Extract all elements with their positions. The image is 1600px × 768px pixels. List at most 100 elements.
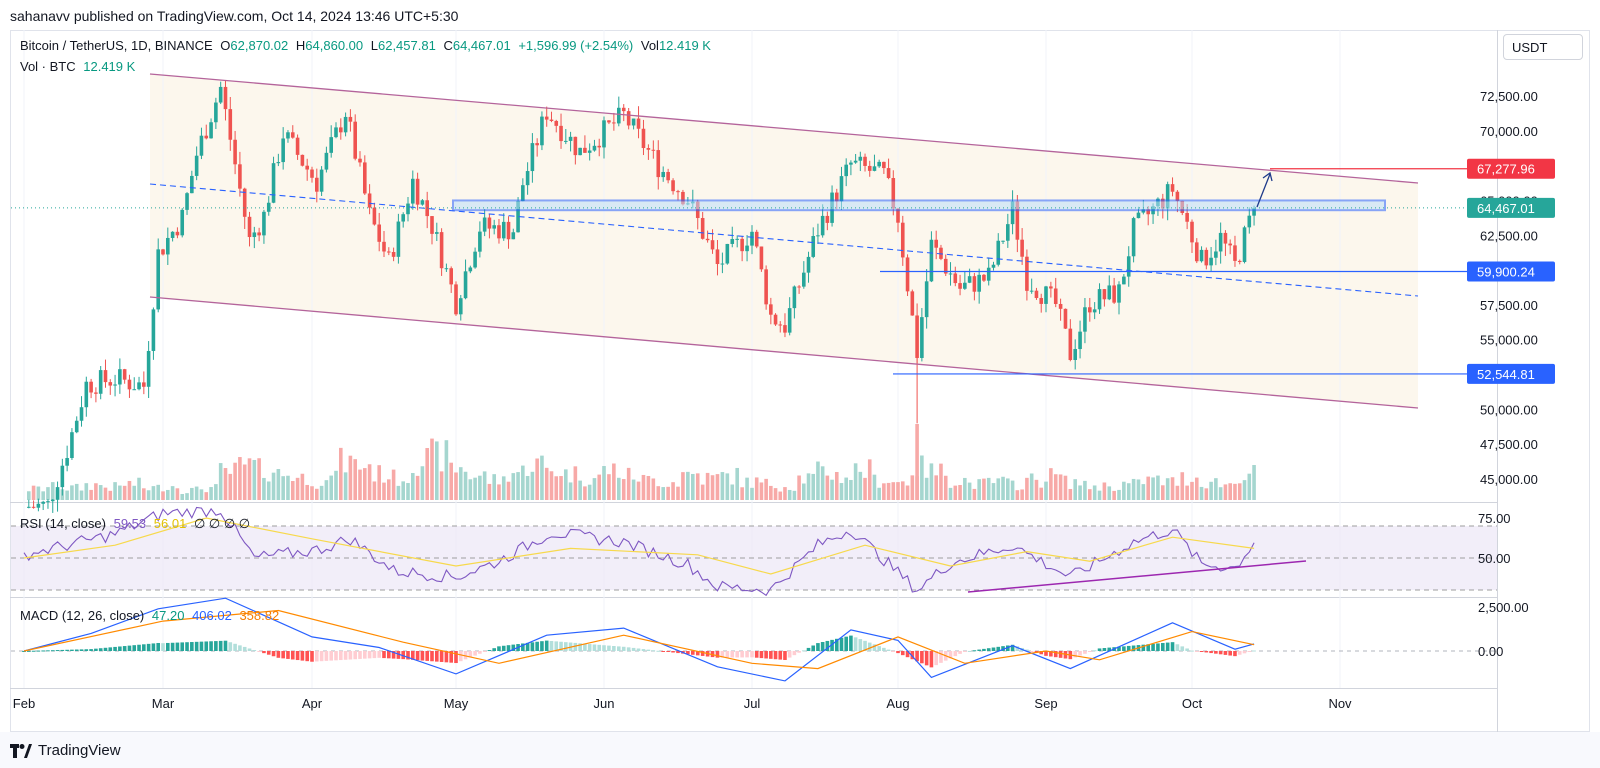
- macd-histogram-bar: [238, 645, 242, 651]
- volume-bar: [778, 491, 783, 500]
- macd-histogram-bar: [521, 643, 525, 651]
- volume-bar: [720, 472, 725, 500]
- time-tick-label: Sep: [1034, 696, 1057, 711]
- volume-bar: [199, 489, 204, 500]
- macd-histogram-bar: [65, 649, 69, 651]
- candle-body: [1242, 227, 1247, 263]
- candle-body: [1053, 288, 1058, 304]
- macd-histogram-bar: [118, 646, 122, 651]
- macd-histogram-bar: [544, 640, 549, 651]
- macd-histogram-bar: [127, 645, 132, 651]
- macd-histogram-bar: [367, 651, 372, 659]
- candle-body: [60, 465, 65, 488]
- macd-histogram-bar: [834, 638, 839, 651]
- candle-body: [41, 501, 45, 504]
- macd-signal-line: [23, 609, 1255, 670]
- candle-body: [1214, 251, 1218, 258]
- currency-selector[interactable]: USDT: [1503, 34, 1583, 60]
- macd-histogram-bar: [891, 651, 896, 652]
- volume-bar: [137, 477, 141, 500]
- macd-histogram-bar: [382, 651, 386, 659]
- macd-histogram-bar: [607, 645, 611, 651]
- macd-histogram-bar: [26, 650, 31, 652]
- rsi-label[interactable]: RSI (14, close): [20, 516, 106, 531]
- candle-body: [867, 165, 872, 171]
- candle-body: [617, 107, 621, 124]
- candle-body: [1252, 207, 1256, 216]
- candle-body: [710, 240, 715, 250]
- pane-divider-macd[interactable]: [10, 597, 1498, 598]
- macd-histogram-bar: [1146, 644, 1150, 651]
- rsi-value: 59.53: [113, 516, 147, 531]
- candle-body: [602, 120, 606, 148]
- volume-bar: [151, 486, 156, 500]
- main-legend[interactable]: Bitcoin / TetherUS, 1D, BINANCE O62,870.…: [20, 38, 715, 53]
- candle-body: [1097, 289, 1102, 310]
- volume-bar: [401, 481, 405, 500]
- macd-histogram-bar: [22, 651, 26, 652]
- candle-body: [792, 286, 797, 309]
- volume-bar: [834, 471, 839, 500]
- candle-body: [559, 125, 563, 142]
- volume-bar: [1039, 487, 1044, 500]
- macd-histogram-bar: [1199, 651, 1204, 652]
- macd-histogram-bar: [478, 651, 482, 654]
- macd-histogram-bar: [1209, 651, 1213, 654]
- macd-histogram-bar: [1097, 648, 1102, 651]
- candle-body: [1039, 298, 1044, 304]
- macd-histogram-bar: [343, 651, 348, 660]
- candle-body: [228, 109, 233, 140]
- macd-histogram-bar: [1247, 651, 1252, 652]
- macd-histogram-bar: [290, 651, 295, 660]
- macd-legend[interactable]: MACD (12, 26, close) 47.20 406.02 358.82: [20, 608, 283, 623]
- candle-body: [74, 420, 79, 433]
- volume-bar: [695, 473, 700, 500]
- volume-indicator-label[interactable]: Vol · BTC: [20, 59, 76, 74]
- macd-histogram-bar: [783, 651, 787, 660]
- price-tick-label: 45,000.00: [1480, 472, 1538, 487]
- candle-body: [1112, 285, 1116, 303]
- macd-histogram-bar: [1131, 645, 1136, 651]
- candle-body: [681, 191, 685, 205]
- volume-bar: [295, 477, 300, 500]
- volume-bar: [300, 473, 305, 500]
- volume-bar: [676, 486, 680, 500]
- price-badge-label: 64,467.01: [1477, 201, 1535, 216]
- candle-body: [185, 193, 189, 210]
- volume-bar: [247, 458, 252, 500]
- candle-body: [84, 381, 89, 408]
- macd-label[interactable]: MACD (12, 26, close): [20, 608, 145, 623]
- tradingview-logo[interactable]: TradingView: [10, 742, 121, 759]
- volume-legend[interactable]: Vol · BTC 12.419 K: [20, 59, 139, 74]
- rsi-legend[interactable]: RSI (14, close) 59.53 56.01 ∅ ∅ ∅ ∅: [20, 516, 254, 532]
- macd-histogram-bar: [473, 651, 477, 656]
- candle-body: [646, 148, 651, 150]
- macd-histogram-bar: [170, 642, 175, 651]
- volume-bar: [1209, 481, 1213, 500]
- pane-divider-rsi[interactable]: [10, 502, 1498, 503]
- macd-histogram-bar: [1190, 650, 1194, 652]
- volume-bar: [710, 475, 715, 500]
- candle-body: [286, 132, 290, 139]
- macd-histogram-bar: [554, 641, 559, 651]
- macd-histogram-bar: [977, 649, 981, 651]
- macd-histogram-bar: [535, 641, 539, 651]
- volume-bar: [1044, 481, 1048, 500]
- volume-bar: [939, 463, 943, 500]
- macd-histogram-bar: [435, 651, 439, 662]
- candle-body: [319, 169, 324, 192]
- volume-bar: [463, 471, 468, 500]
- macd-histogram-bar: [444, 651, 449, 663]
- volume-bar: [573, 466, 578, 500]
- candle-body: [996, 240, 1001, 265]
- symbol-title[interactable]: Bitcoin / TetherUS, 1D, BINANCE: [20, 38, 213, 53]
- candle-body: [745, 245, 749, 252]
- volume-bar: [991, 483, 996, 500]
- macd-histogram-bar: [276, 651, 281, 658]
- candle-body: [1204, 249, 1209, 266]
- candle-body: [953, 273, 958, 284]
- macd-histogram-bar: [939, 651, 943, 663]
- volume-bar: [194, 486, 199, 500]
- candle-body: [920, 317, 924, 358]
